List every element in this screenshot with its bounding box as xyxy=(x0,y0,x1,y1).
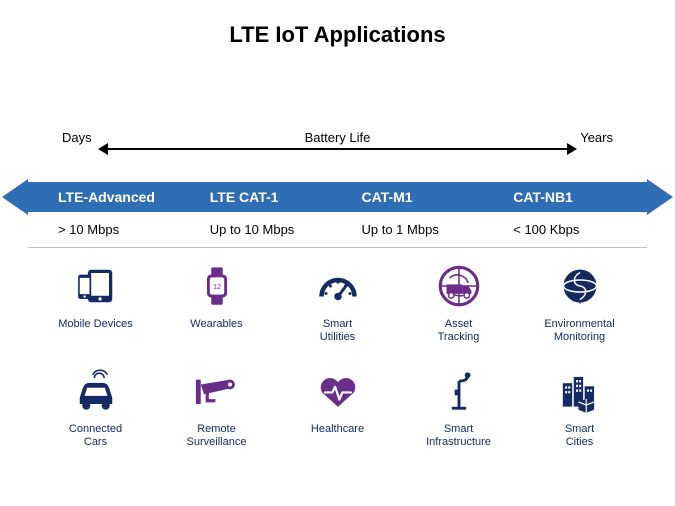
battery-life-center-label: Battery Life xyxy=(28,130,647,145)
label-wearables: Wearables xyxy=(190,318,242,331)
tech-band: LTE-Advanced LTE CAT-1 CAT-M1 CAT-NB1 xyxy=(28,182,647,212)
cell-smart-utilities: SmartUtilities xyxy=(280,260,395,343)
smart-utilities-icon xyxy=(312,260,364,312)
band-item-0: LTE-Advanced xyxy=(28,189,192,205)
battery-life-right-label: Years xyxy=(580,130,613,145)
speed-item-2: Up to 1 Mbps xyxy=(344,222,496,237)
label-environmental-monitoring: EnvironmentalMonitoring xyxy=(544,318,614,343)
label-healthcare: Healthcare xyxy=(311,423,364,436)
healthcare-icon xyxy=(312,365,364,417)
connected-cars-icon xyxy=(70,365,122,417)
icon-grid: Mobile Devices 12 Wearables xyxy=(38,260,637,449)
cell-connected-cars: ConnectedCars xyxy=(38,365,153,448)
speed-row: > 10 Mbps Up to 10 Mbps Up to 1 Mbps < 1… xyxy=(28,222,647,237)
speed-item-0: > 10 Mbps xyxy=(28,222,192,237)
mobile-devices-icon xyxy=(70,260,122,312)
cell-remote-surveillance: RemoteSurveillance xyxy=(159,365,274,448)
label-smart-cities: SmartCities xyxy=(565,423,594,448)
label-smart-utilities: SmartUtilities xyxy=(320,318,355,343)
spectrum-block: Days Battery Life Years LTE-Advanced LTE… xyxy=(28,130,647,248)
remote-surveillance-icon xyxy=(191,365,243,417)
label-asset-tracking: AssetTracking xyxy=(438,318,480,343)
svg-text:12: 12 xyxy=(213,283,221,291)
label-mobile-devices: Mobile Devices xyxy=(58,318,133,331)
band-item-3: CAT-NB1 xyxy=(495,189,647,205)
speed-item-3: < 100 Kbps xyxy=(495,222,647,237)
cell-smart-cities: SmartCities xyxy=(522,365,637,448)
smart-cities-icon xyxy=(554,365,606,417)
battery-life-arrow xyxy=(108,148,567,150)
asset-tracking-icon xyxy=(433,260,485,312)
cell-wearables: 12 Wearables xyxy=(159,260,274,343)
label-connected-cars: ConnectedCars xyxy=(69,423,122,448)
wearables-icon: 12 xyxy=(191,260,243,312)
band-item-2: CAT-M1 xyxy=(344,189,496,205)
divider xyxy=(28,247,647,248)
label-remote-surveillance: RemoteSurveillance xyxy=(187,423,247,448)
page-title: LTE IoT Applications xyxy=(0,0,675,48)
cell-mobile-devices: Mobile Devices xyxy=(38,260,153,343)
battery-life-axis: Days Battery Life Years xyxy=(28,130,647,156)
cell-smart-infrastructure: SmartInfrastructure xyxy=(401,365,516,448)
speed-item-1: Up to 10 Mbps xyxy=(192,222,344,237)
cell-environmental-monitoring: EnvironmentalMonitoring xyxy=(522,260,637,343)
label-smart-infrastructure: SmartInfrastructure xyxy=(426,423,491,448)
cell-healthcare: Healthcare xyxy=(280,365,395,448)
environmental-monitoring-icon xyxy=(554,260,606,312)
smart-infrastructure-icon xyxy=(433,365,485,417)
cell-asset-tracking: AssetTracking xyxy=(401,260,516,343)
band-item-1: LTE CAT-1 xyxy=(192,189,344,205)
